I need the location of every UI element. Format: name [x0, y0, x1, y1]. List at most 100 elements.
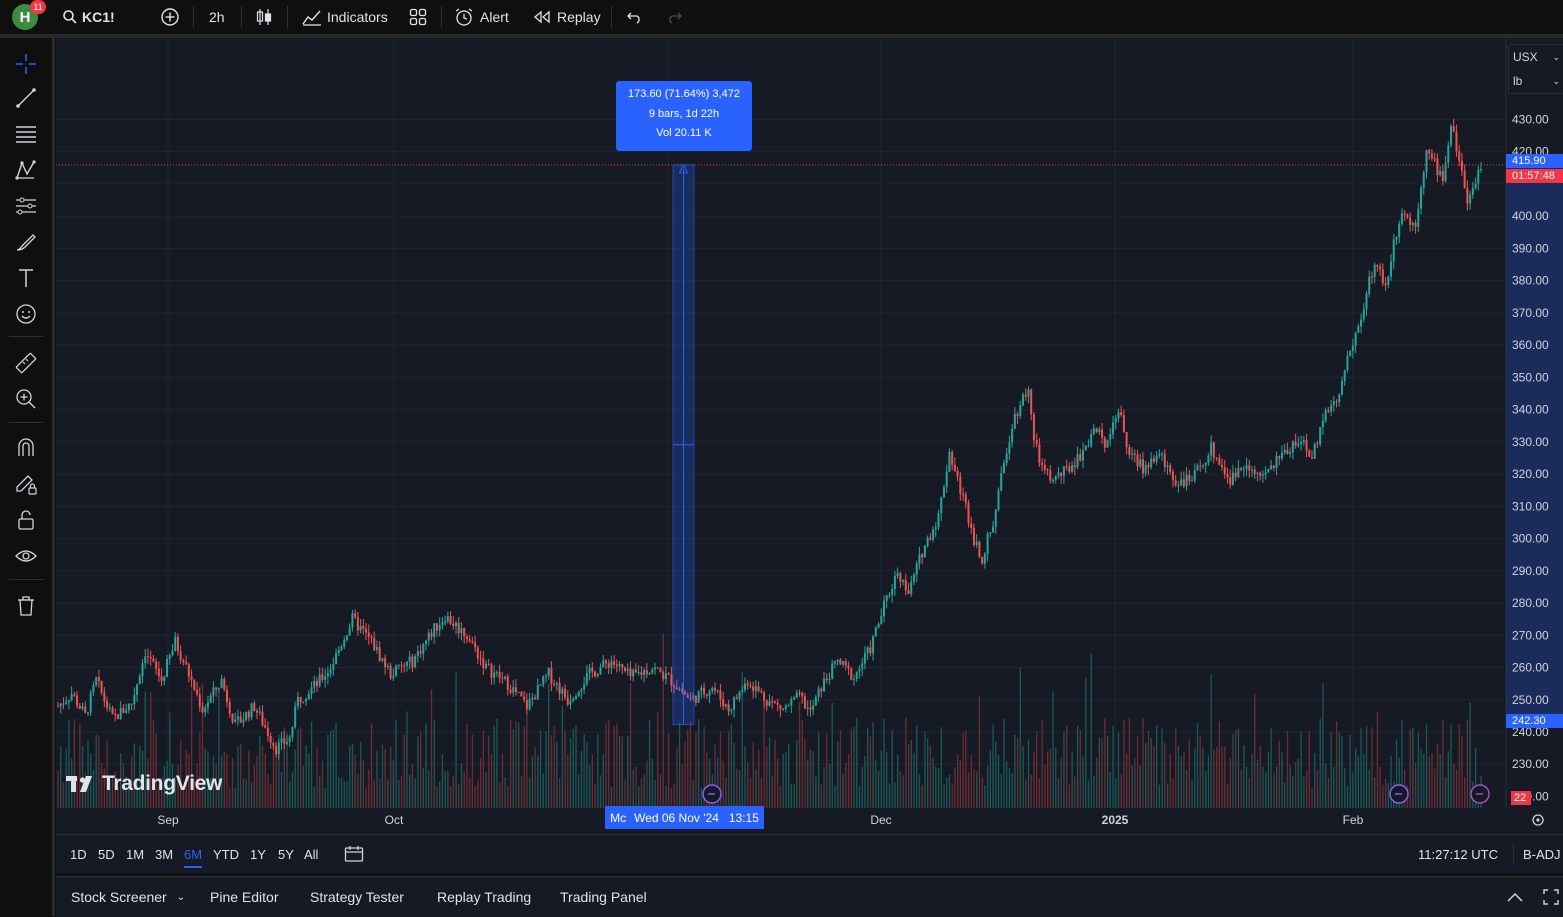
range-1m[interactable]: 1M: [126, 846, 145, 862]
candle-body: [441, 621, 444, 626]
lock-drawings-tool[interactable]: [12, 506, 40, 534]
forecasting-tool[interactable]: [12, 192, 40, 220]
candle-body: [1365, 293, 1368, 310]
range-5d[interactable]: 5D: [98, 846, 115, 862]
volume-bar: [940, 727, 942, 808]
volume-bar: [1335, 721, 1338, 808]
chart-type-button[interactable]: [255, 0, 273, 34]
candle-body: [1428, 150, 1431, 154]
tab-trading-panel[interactable]: Trading Panel: [560, 889, 647, 905]
text-tool[interactable]: [12, 264, 40, 292]
volume-bars: [57, 633, 1482, 808]
volume-bar: [1275, 766, 1278, 808]
emoji-tool[interactable]: [12, 300, 40, 328]
volume-bar: [280, 771, 283, 808]
volume-bar: [57, 770, 59, 808]
candle-body: [493, 672, 496, 678]
price-axis-label: 330.00: [1512, 435, 1549, 449]
volume-bar: [291, 771, 294, 808]
candle-body: [1081, 450, 1084, 461]
currency-select[interactable]: USX ⌄: [1509, 45, 1563, 69]
volume-bar: [1030, 774, 1032, 808]
volume-bar: [409, 775, 411, 808]
volume-bar: [106, 740, 108, 808]
range-3m[interactable]: 3M: [155, 846, 174, 862]
templates-button[interactable]: [409, 0, 427, 34]
volume-bar: [722, 760, 724, 808]
candle-body: [1161, 453, 1164, 455]
adjustment-toggle[interactable]: B-ADJ: [1523, 846, 1561, 862]
candle-body: [239, 716, 242, 723]
candle-body: [1357, 326, 1360, 333]
hide-drawings-tool[interactable]: [12, 542, 40, 570]
measure-info-box[interactable]: 173.60 (71.64%) 3,472 9 bars, 1d 22h Vol…: [616, 81, 752, 151]
maximize-panel-button[interactable]: [1542, 877, 1560, 917]
candle-body: [408, 656, 411, 662]
stay-drawing-tool[interactable]: [12, 470, 40, 498]
undo-button[interactable]: [626, 0, 644, 34]
volume-bar: [640, 778, 643, 808]
pattern-tool[interactable]: [12, 156, 40, 184]
candle-body: [528, 699, 531, 710]
interval-button[interactable]: 2h: [209, 0, 225, 34]
volume-bar: [518, 722, 520, 808]
volume-bar: [215, 763, 217, 808]
range-all[interactable]: All: [304, 846, 319, 862]
redo-icon: [669, 12, 682, 24]
range-6m[interactable]: 6M: [184, 835, 203, 873]
volume-bar: [447, 770, 449, 808]
candle-body: [569, 700, 572, 705]
candle-body: [564, 688, 567, 698]
candle-body: [643, 670, 646, 675]
replay-button[interactable]: Replay: [533, 0, 601, 34]
fib-tool[interactable]: [12, 120, 40, 148]
price-chart[interactable]: 430.00420.00400.00390.00380.00370.00360.…: [56, 38, 1563, 834]
candle-body: [850, 668, 853, 680]
range-5y[interactable]: 5Y: [278, 846, 294, 862]
go-to-date-button[interactable]: [344, 835, 364, 873]
candle-body: [989, 532, 992, 534]
candle-body: [261, 711, 264, 726]
range-1y[interactable]: 1Y: [250, 846, 266, 862]
candle-body: [305, 699, 308, 702]
candle-body: [1420, 187, 1423, 209]
volume-bar: [419, 732, 422, 808]
trend-line-tool[interactable]: [12, 84, 40, 112]
alert-button[interactable]: Alert: [454, 0, 509, 34]
volume-bar: [204, 748, 206, 808]
bottom-panel: Stock Screener ⌄ Pine Editor Strategy Tes…: [56, 876, 1563, 917]
candle-body: [553, 683, 556, 685]
brush-tool[interactable]: [12, 228, 40, 256]
redo-button[interactable]: [665, 0, 683, 34]
tab-replay-trading[interactable]: Replay Trading: [437, 889, 532, 905]
volume-bar: [766, 746, 768, 808]
magnet-tool[interactable]: [12, 434, 40, 462]
volume-bar: [245, 779, 247, 808]
candle-body: [236, 716, 239, 720]
tab-strategy-tester[interactable]: Strategy Tester: [310, 889, 404, 905]
candle-body: [1251, 469, 1254, 471]
measure-tool[interactable]: [12, 349, 40, 377]
chart-pane[interactable]: 430.00 420.00 400.00 390.00 380.00 370.00 360.…: [56, 38, 1563, 873]
collapse-panel-button[interactable]: [1506, 877, 1524, 917]
candle-body: [893, 575, 896, 589]
currency-unit-selector[interactable]: USX ⌄ lb ⌄: [1508, 44, 1563, 94]
indicators-button[interactable]: Indicators: [302, 0, 388, 34]
zoom-tool[interactable]: [12, 385, 40, 413]
volume-bar: [496, 718, 498, 808]
tab-stock-screener[interactable]: Stock Screener ⌄: [71, 877, 185, 917]
compare-button[interactable]: [160, 0, 180, 34]
volume-bar: [120, 753, 122, 808]
crosshair-tool[interactable]: [12, 50, 40, 78]
remove-drawings-tool[interactable]: [12, 592, 40, 620]
symbol-search[interactable]: KC1!: [62, 0, 115, 34]
range-1d[interactable]: 1D: [70, 846, 87, 862]
volume-bar: [1025, 779, 1027, 808]
range-ytd[interactable]: YTD: [213, 846, 239, 862]
candle-body: [831, 663, 834, 679]
tab-pine-editor[interactable]: Pine Editor: [210, 889, 279, 905]
clock-display[interactable]: 11:27:12 UTC: [1418, 846, 1498, 862]
volume-bar: [858, 785, 861, 808]
candle-body: [1335, 401, 1338, 403]
unit-select[interactable]: lb ⌄: [1509, 69, 1563, 93]
